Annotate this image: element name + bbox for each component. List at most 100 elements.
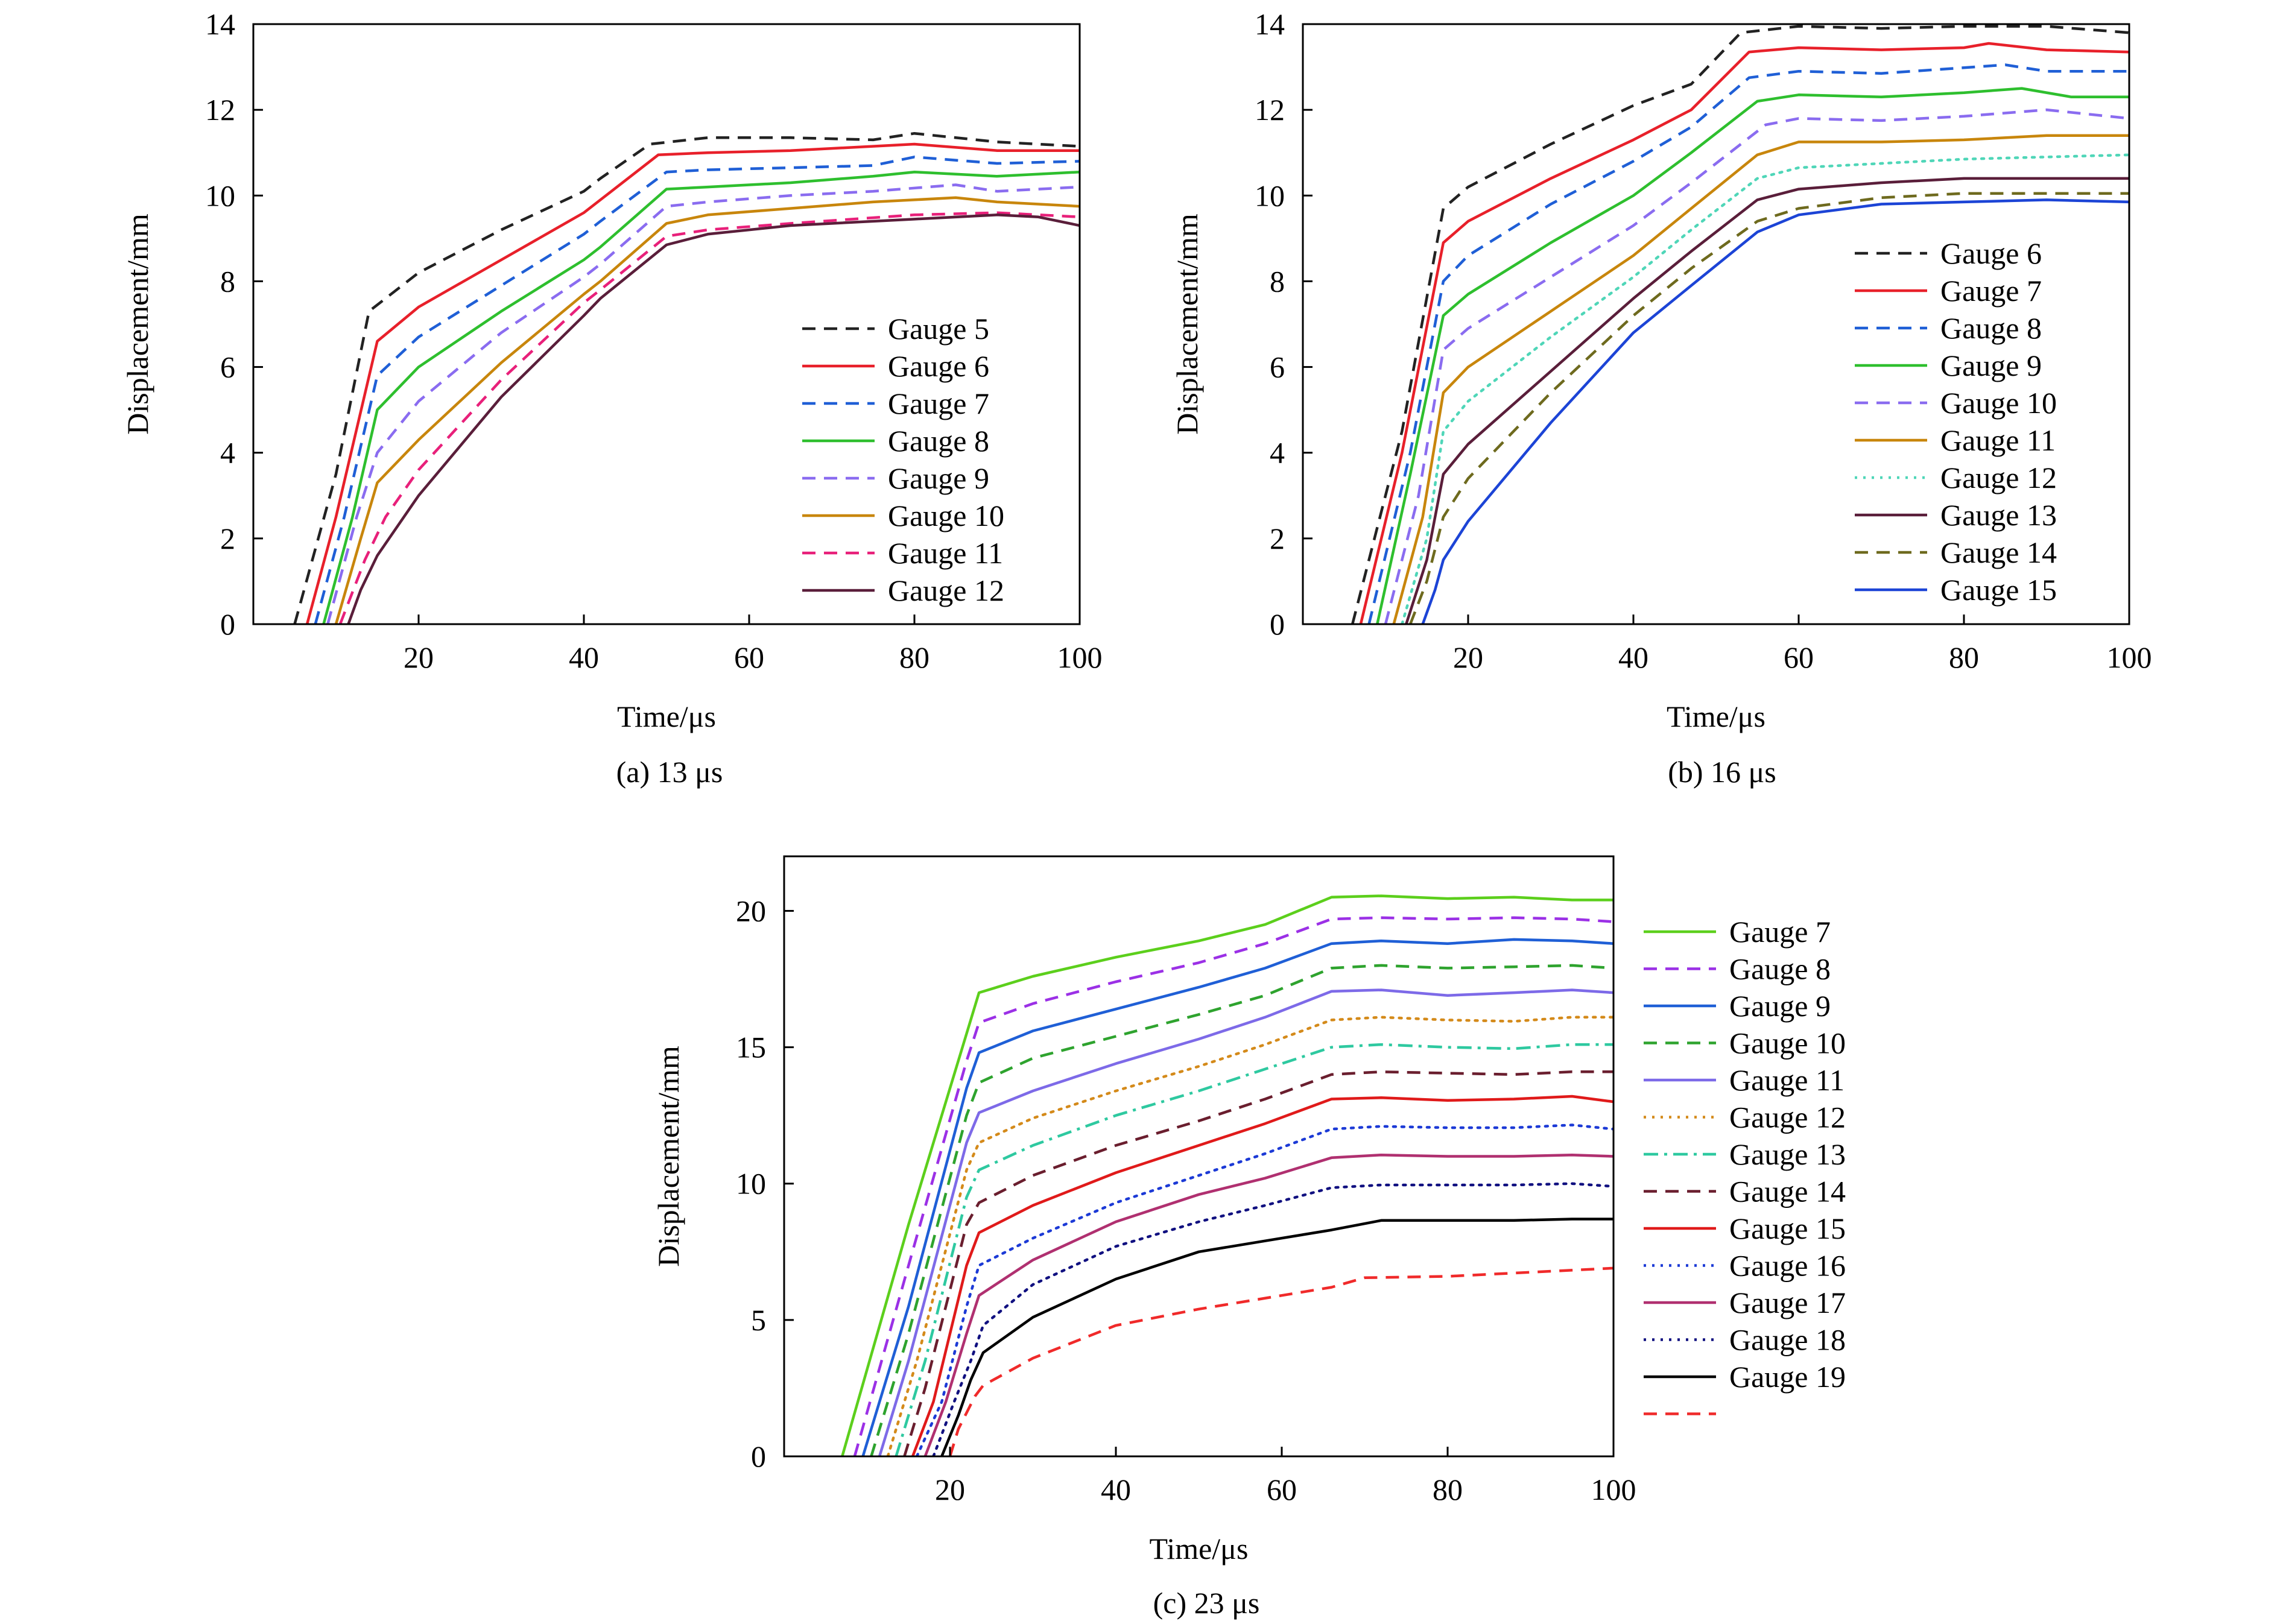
legend-label: Gauge 15 [1940,573,2057,607]
series-line-1 [841,894,1613,1456]
series-line-6 [1392,134,2129,624]
series-line-10 [915,1123,1613,1456]
series-line-6 [886,1016,1613,1456]
series-line-2 [305,142,1080,624]
series-line-8 [347,213,1080,624]
x-tick-label: 20 [404,640,434,674]
series-line-5 [878,988,1613,1456]
x-tick-label: 60 [1784,640,1814,674]
y-tick-label: 0 [220,607,235,641]
y-tick-label: 2 [1270,522,1285,555]
x-tick-label: 80 [1433,1473,1463,1506]
legend-label: Gauge 6 [888,349,989,383]
y-axis-label: Displacement/mm [1170,213,1204,435]
series-line-9 [911,1095,1613,1456]
legend-label: Gauge 16 [1729,1249,1846,1283]
x-tick-label: 20 [1453,640,1483,674]
y-tick-label: 6 [1270,350,1285,384]
legend-label: Gauge 11 [1729,1063,1845,1097]
y-tick-label: 8 [220,264,235,298]
y-tick-label: 0 [1270,607,1285,641]
x-tick-label: 60 [734,640,764,674]
x-tick-label: 40 [1101,1473,1131,1506]
y-tick-label: 2 [220,522,235,555]
legend-label: Gauge 5 [888,312,989,346]
legend-label: Gauge 8 [1940,311,2042,345]
series-line-4 [1376,87,2129,624]
series-line-5 [1384,108,2129,624]
y-tick-label: 14 [205,7,235,41]
legend-label: Gauge 12 [888,573,1004,607]
legend-label: Gauge 11 [1940,423,2056,457]
plot-frame [783,855,1615,1458]
legend-label: Gauge 10 [1940,386,2057,420]
legend-label: Gauge 9 [1729,989,1831,1023]
x-tick-label: 20 [935,1473,965,1506]
legend-label: Gauge 6 [1940,236,2042,270]
legend-label: Gauge 13 [1940,498,2057,532]
chart-b: 20 40 60 80 100 0 2 4 6 8 10 12 14 Time/μs Displacemen… [1170,7,2152,733]
x-tick-label: 100 [1057,640,1103,674]
y-tick-label: 4 [220,436,235,470]
y-tick-label: 12 [1255,93,1285,127]
y-tick-label: 20 [736,894,766,927]
series-line-8 [903,1070,1613,1456]
series-line-7 [338,211,1080,624]
legend-label: Gauge 11 [888,536,1003,570]
legend-label: Gauge 18 [1729,1323,1846,1357]
y-tick-label: 0 [751,1439,766,1473]
legend-label: Gauge 13 [1729,1137,1846,1171]
x-tick-label: 80 [1949,640,1979,674]
series-line-7 [1401,153,2129,624]
legend-label: Gauge 15 [1729,1212,1846,1245]
series-line-2 [853,916,1613,1456]
x-tick-label: 60 [1267,1473,1297,1506]
y-tick-label: 15 [736,1031,766,1064]
y-tick-label: 12 [205,93,235,127]
y-tick-label: 5 [751,1303,766,1337]
chart-c: 20 40 60 80 100 0 5 10 15 20 Time/μs Displacement/m… [651,855,1846,1566]
y-tick-label: 8 [1270,264,1285,298]
legend-label: Gauge 7 [1940,274,2042,308]
legend-label: Gauge 14 [1940,536,2057,569]
x-axis-label: Time/μs [617,700,716,733]
legend-label: Gauge 7 [888,387,989,420]
series-line-8 [1405,177,2129,624]
series-line-5 [326,183,1080,624]
x-tick-label: 100 [1591,1473,1636,1506]
legend-label: Gauge 9 [888,461,989,495]
series-line-3 [861,938,1613,1456]
caption-c: (c) 23 μs [1153,1586,1260,1620]
legend-label: Gauge 9 [1940,349,2042,382]
series-group [1351,25,2129,624]
series-line-11 [923,1153,1613,1456]
caption-a: (a) 13 μs [616,755,723,789]
y-tick-label: 4 [1270,436,1285,470]
series-line-3 [314,156,1080,624]
chart-a: 20 40 60 80 100 0 2 4 6 8 10 12 14 Time/μs Displacemen… [121,7,1103,733]
series-line-3 [1367,63,2129,624]
legend-label: Gauge 8 [1729,952,1831,986]
x-tick-label: 100 [2107,640,2152,674]
y-tick-label: 10 [1255,179,1285,212]
legend-label: Gauge 19 [1729,1360,1846,1394]
series-group [293,131,1080,624]
x-tick-label: 40 [569,640,599,674]
series-line-9 [1409,192,2129,624]
legend-label: Gauge 8 [888,424,989,458]
legend-label: Gauge 12 [1729,1101,1846,1134]
legend-label: Gauge 10 [888,499,1004,532]
series-line-1 [1351,25,2129,624]
plot-frame [252,23,1081,625]
series-line-4 [870,964,1613,1456]
series-line-10 [1421,198,2129,624]
series-line-6 [334,196,1080,624]
series-line-14 [948,1266,1613,1456]
series-line-1 [293,131,1080,624]
legend-label: Gauge 17 [1729,1286,1846,1319]
y-tick-label: 6 [220,350,235,384]
plot-frame [1302,23,2130,625]
